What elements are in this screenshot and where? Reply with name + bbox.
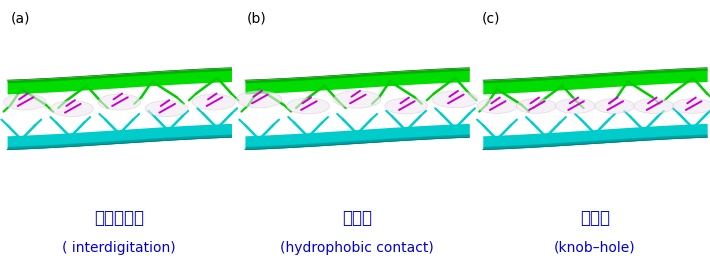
Circle shape — [516, 99, 556, 113]
Text: (c): (c) — [481, 12, 500, 26]
Circle shape — [51, 101, 94, 117]
Circle shape — [98, 94, 141, 110]
Circle shape — [287, 98, 329, 114]
Circle shape — [595, 99, 635, 113]
Circle shape — [236, 91, 282, 108]
Text: 嚙み合い型: 嚙み合い型 — [94, 209, 144, 227]
Circle shape — [634, 99, 674, 113]
Circle shape — [673, 99, 710, 113]
Circle shape — [555, 99, 595, 113]
Text: (knob–hole): (knob–hole) — [555, 241, 635, 255]
Text: (b): (b) — [247, 12, 267, 26]
Circle shape — [4, 94, 46, 110]
Circle shape — [145, 101, 187, 117]
Text: (hydrophobic contact): (hydrophobic contact) — [280, 241, 434, 255]
Text: 凹凸型: 凹凸型 — [580, 209, 610, 227]
Circle shape — [432, 91, 478, 108]
Circle shape — [334, 91, 381, 108]
Circle shape — [192, 94, 235, 110]
Text: (a): (a) — [11, 12, 30, 26]
Text: 接触型: 接触型 — [342, 209, 372, 227]
Circle shape — [385, 98, 427, 114]
Circle shape — [477, 99, 517, 113]
Text: ( interdigitation): ( interdigitation) — [62, 241, 176, 255]
